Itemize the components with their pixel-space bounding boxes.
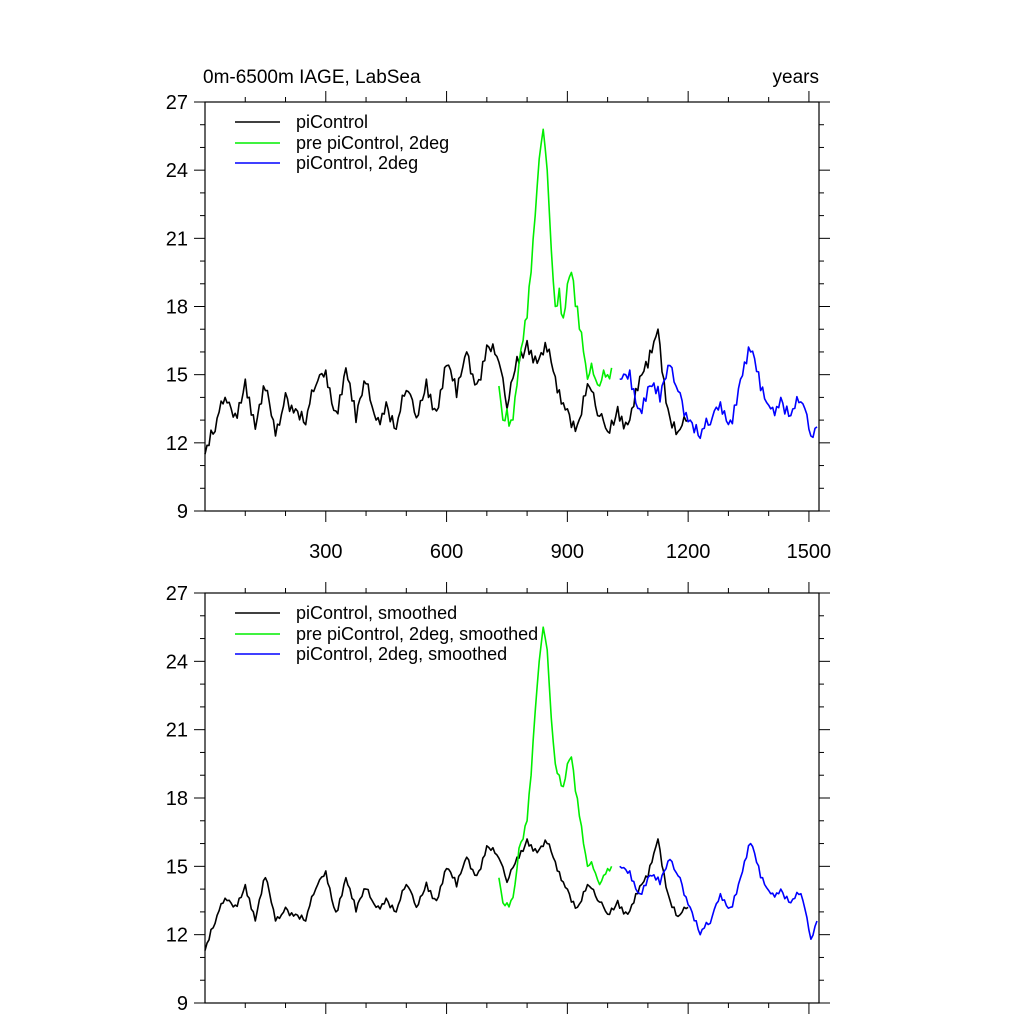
y-tick-label: 18 xyxy=(166,297,188,319)
legend-label-picontrol: piControl xyxy=(296,112,368,132)
top-panel: 0m-6500m IAGE, LabSea years 9 12 15 18 21 24 2… xyxy=(166,67,831,563)
legend-label-picontrol-2deg: piControl, 2deg xyxy=(296,153,418,173)
y-tick-label: 12 xyxy=(166,925,188,947)
x-tick-label: 600 xyxy=(430,541,463,563)
y-tick-label: 24 xyxy=(166,160,188,182)
legend: piControl pre piControl, 2deg piControl,… xyxy=(235,112,449,173)
plot-frame xyxy=(204,101,820,512)
series-line-pre-picontrol-2deg xyxy=(498,128,613,427)
series-line-picontrol-2deg xyxy=(619,346,818,440)
y-tick-label: 21 xyxy=(166,228,188,250)
series-line-picontrol-2deg-smoothed xyxy=(619,842,818,940)
x-tick-label: 1500 xyxy=(787,541,832,563)
y-tick-label: 24 xyxy=(166,651,188,673)
chart-title-right: years xyxy=(773,67,819,88)
chart-title-left: 0m-6500m IAGE, LabSea xyxy=(203,67,421,88)
x-tick-label: 1200 xyxy=(666,541,711,563)
y-tick-label: 15 xyxy=(166,365,188,387)
legend-label-picontrol-2deg-smoothed: piControl, 2deg, smoothed xyxy=(296,644,507,664)
legend-label-picontrol-smoothed: piControl, smoothed xyxy=(296,603,457,623)
bottom-panel: 9 12 15 18 21 24 27 piControl, smoothed pre pi… xyxy=(166,582,830,1015)
y-tick-label: 18 xyxy=(166,788,188,810)
plot-frame xyxy=(204,592,820,1004)
y-tick-label: 27 xyxy=(166,583,188,605)
legend: piControl, smoothed pre piControl, 2deg,… xyxy=(235,603,538,664)
x-tick-label: 300 xyxy=(309,541,342,563)
y-tick-label: 21 xyxy=(166,720,188,742)
series-line-picontrol xyxy=(204,328,689,455)
y-tick-label: 12 xyxy=(166,433,188,455)
legend-label-pre-picontrol-2deg: pre piControl, 2deg xyxy=(296,133,449,153)
y-tick-label: 15 xyxy=(166,856,188,878)
series-line-pre-picontrol-2deg-smoothed xyxy=(498,626,613,908)
x-tick-label: 900 xyxy=(551,541,584,563)
y-tick-label: 9 xyxy=(177,501,188,523)
y-tick-label: 9 xyxy=(177,993,188,1015)
series-line-picontrol-smoothed xyxy=(204,838,689,951)
legend-label-pre-picontrol-2deg-smoothed: pre piControl, 2deg, smoothed xyxy=(296,624,538,644)
y-tick-label: 27 xyxy=(166,92,188,114)
